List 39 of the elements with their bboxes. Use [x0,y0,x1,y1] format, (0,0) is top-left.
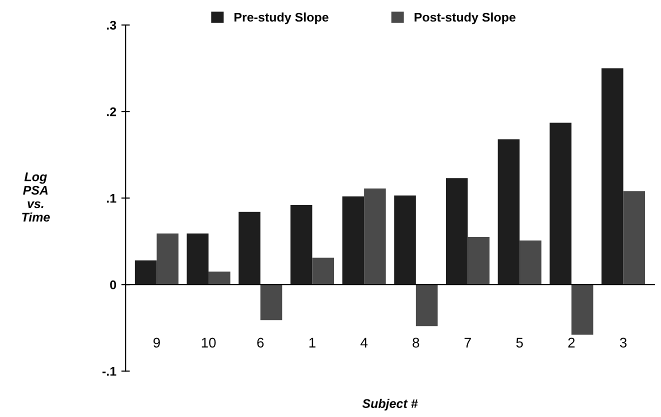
bar [342,196,364,285]
x-tick-label: 10 [202,338,216,348]
bar [416,284,438,326]
bar [550,122,572,285]
y-tick-label: -.1 [102,367,116,376]
x-tick-label: 4 [360,338,368,348]
bar [623,191,646,285]
x-tick-label: 2 [568,338,575,348]
bar [446,178,468,285]
bar [260,284,282,320]
bar [468,237,490,285]
x-axis-title: Subject # [362,398,418,410]
bar [238,212,260,285]
legend-label: Pre-study Slope [234,12,328,24]
bar [290,204,312,285]
y-axis-title: Log PSA vs. Time [22,172,50,222]
y-tick-label: .3 [106,20,116,30]
bar [156,234,178,285]
y-tick-label: 0 [110,280,116,290]
x-tick-label: 7 [464,338,471,348]
bar [186,234,209,285]
bar [520,240,542,285]
bar [602,68,624,285]
legend-label: Post-study Slope [414,12,516,24]
bar [571,284,594,335]
x-tick-label: 1 [309,338,316,348]
bar [134,260,157,285]
bar [364,188,386,285]
bar [312,258,334,285]
x-tick-label: 3 [620,338,627,348]
bar [394,195,416,285]
bar [208,272,230,285]
x-tick-label: 6 [257,338,264,348]
x-tick-label: 5 [516,338,523,348]
y-tick-label: .2 [106,107,116,116]
bar [498,139,520,285]
y-tick-label: .1 [106,194,116,203]
x-tick-label: 8 [412,338,420,348]
x-tick-label: 9 [153,338,160,348]
